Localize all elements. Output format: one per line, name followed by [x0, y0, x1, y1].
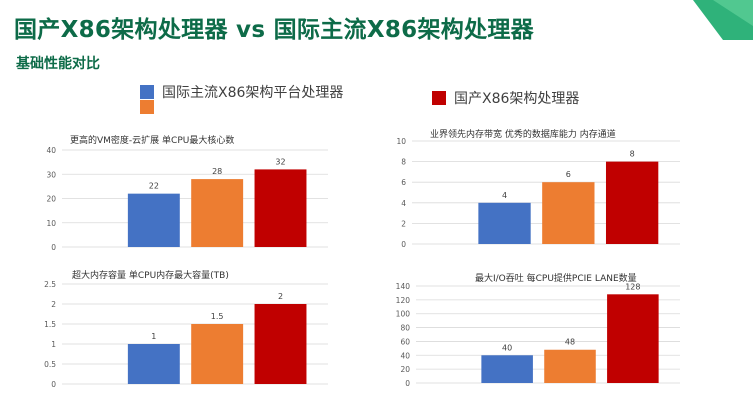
page-subtitle: 基础性能对比: [16, 56, 100, 72]
data-label: 32: [275, 157, 285, 166]
chart-memory-channels: 业界领先内存带宽 优秀的数据库能力 内存通道 0 2 4 6 8 10 4 6 8: [390, 123, 690, 253]
chart-title: 业界领先内存带宽 优秀的数据库能力 内存通道: [430, 130, 616, 140]
data-label: 22: [149, 182, 159, 191]
y-tick-label: 30: [46, 170, 56, 179]
y-tick-label: 10: [46, 219, 56, 228]
y-tick-label: 2: [51, 300, 56, 309]
data-label: 2: [278, 292, 283, 301]
bar: [127, 344, 180, 384]
y-tick-label: 10: [396, 137, 406, 146]
bar: [607, 294, 659, 383]
y-tick-label: 8: [401, 158, 406, 167]
y-tick-label: 0.5: [44, 360, 56, 369]
chart-canvas: 0 10 20 30 40 22 28 32: [46, 146, 328, 252]
chart-title: 更高的VM密度-云扩展 单CPU最大核心数: [70, 136, 235, 146]
y-tick-label: 2: [401, 219, 406, 228]
y-tick-label: 20: [400, 365, 410, 374]
chart-canvas: 0 0.5 1 1.5 2 2.5 1 1.5 2: [44, 280, 328, 389]
y-tick-label: 40: [400, 351, 410, 360]
data-label: 1: [151, 332, 156, 341]
data-label: 8: [630, 150, 635, 159]
legend-item-international: 国际主流X86架构平台处理器: [140, 82, 343, 102]
data-label: 128: [625, 282, 640, 291]
y-tick-label: 2.5: [44, 280, 56, 289]
bar: [127, 193, 180, 247]
y-tick-label: 20: [46, 195, 56, 204]
data-label: 48: [565, 338, 575, 347]
bar: [254, 304, 307, 384]
bar: [191, 179, 244, 247]
bar: [605, 161, 659, 244]
y-tick-label: 0: [401, 240, 406, 249]
chart-title: 超大内存容量 单CPU内存最大容量(TB): [72, 271, 229, 281]
data-label: 1.5: [211, 312, 224, 321]
y-tick-label: 60: [400, 337, 410, 346]
legend: 国际主流X86架构平台处理器 国产X86架构处理器: [140, 82, 660, 114]
legend-swatch-red: [432, 91, 446, 105]
y-tick-label: 0: [51, 243, 56, 252]
bar: [191, 324, 244, 384]
y-tick-label: 1: [51, 340, 56, 349]
chart-canvas: 0 20 40 60 80 100 120 140 40 48 128: [396, 282, 680, 388]
y-tick-label: 140: [396, 282, 411, 291]
data-label: 4: [502, 191, 507, 200]
y-tick-label: 0: [405, 379, 410, 388]
legend-swatch-orange: [140, 100, 154, 114]
legend-label-international: 国际主流X86架构平台处理器: [162, 85, 344, 101]
y-tick-label: 0: [51, 380, 56, 389]
y-tick-label: 1.5: [44, 320, 56, 329]
chart-title: 最大I/O吞吐 每CPU提供PCIE LANE数量: [475, 274, 637, 284]
y-tick-label: 4: [401, 199, 406, 208]
data-label: 28: [212, 167, 222, 176]
chart-pcie-lanes: 最大I/O吞吐 每CPU提供PCIE LANE数量 0 20 40 60 80 100 12…: [390, 268, 690, 394]
chart-vm-density: 更高的VM密度-云扩展 单CPU最大核心数 0 10 20 30 40 22 28 32: [28, 128, 338, 252]
legend-item-orange: [140, 100, 162, 114]
bar: [542, 182, 595, 244]
legend-item-domestic: 国产X86架构处理器: [432, 88, 579, 108]
data-label: 6: [566, 170, 571, 179]
bar: [481, 355, 533, 383]
bar: [478, 202, 531, 244]
y-tick-label: 40: [46, 146, 56, 155]
legend-label-domestic: 国产X86架构处理器: [454, 91, 580, 107]
bar: [254, 169, 307, 247]
y-tick-label: 80: [400, 324, 410, 333]
chart-canvas: 0 2 4 6 8 10 4 6 8: [396, 137, 680, 249]
chart-memory-capacity: 超大内存容量 单CPU内存最大容量(TB) 0 0.5 1 1.5 2 2.5 1 1.5 2: [28, 264, 338, 394]
corner-decoration: [693, 0, 753, 40]
legend-swatch-blue: [140, 85, 154, 99]
y-tick-label: 6: [401, 178, 406, 187]
data-label: 40: [502, 343, 512, 352]
bar: [544, 349, 596, 383]
y-tick-label: 100: [396, 310, 411, 319]
y-tick-label: 120: [396, 296, 411, 305]
page-title: 国产X86架构处理器 vs 国际主流X86架构处理器: [14, 17, 534, 43]
